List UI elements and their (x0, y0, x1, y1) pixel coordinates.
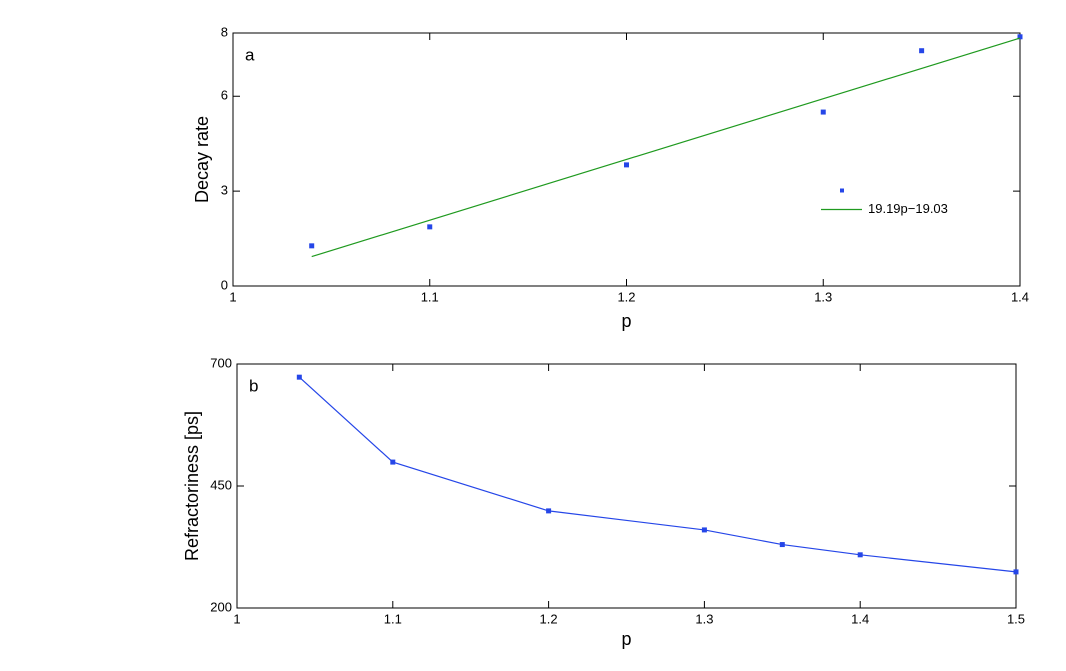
x-tick-label: 1.3 (695, 611, 713, 626)
x-tick-label: 1 (233, 611, 240, 626)
x-tick-label: 1.1 (384, 611, 402, 626)
y-tick-label: 700 (210, 355, 232, 370)
y-axis-label: Refractoriness [ps] (182, 411, 202, 561)
marker (919, 48, 925, 54)
x-axis-label: p (621, 629, 631, 649)
x-tick-label: 1.2 (540, 611, 558, 626)
x-tick-label: 1.4 (1011, 289, 1029, 304)
marker (624, 162, 629, 168)
marker (820, 109, 826, 115)
y-tick-label: 200 (210, 599, 232, 614)
y-axis-label: Decay rate (192, 116, 212, 203)
x-tick-label: 1.5 (1007, 611, 1025, 626)
y-tick-label: 3 (221, 183, 228, 198)
x-axis-label: p (621, 311, 631, 331)
plot-area (236, 363, 1017, 609)
y-tick-label: 8 (221, 24, 228, 39)
panel-label: a (245, 45, 255, 64)
x-tick-label: 1.1 (421, 289, 439, 304)
series-line (311, 37, 1021, 258)
legend-label: 19.19p−19.03 (868, 201, 948, 216)
marker (427, 224, 433, 230)
x-tick-label: 1 (229, 289, 236, 304)
y-tick-label: 0 (221, 277, 228, 292)
marker (779, 542, 785, 548)
marker (1017, 34, 1023, 40)
marker (857, 552, 863, 558)
y-tick-label: 450 (210, 477, 232, 492)
marker (309, 243, 315, 249)
marker (296, 374, 302, 380)
panel-label: b (249, 376, 258, 395)
legend-marker (840, 188, 844, 193)
x-tick-label: 1.2 (617, 289, 635, 304)
series-line (298, 376, 1017, 573)
marker (546, 508, 552, 514)
marker (1013, 569, 1019, 575)
y-tick-label: 6 (221, 88, 228, 103)
marker (701, 527, 707, 533)
marker (390, 459, 396, 465)
x-tick-label: 1.3 (814, 289, 832, 304)
x-tick-label: 1.4 (851, 611, 869, 626)
